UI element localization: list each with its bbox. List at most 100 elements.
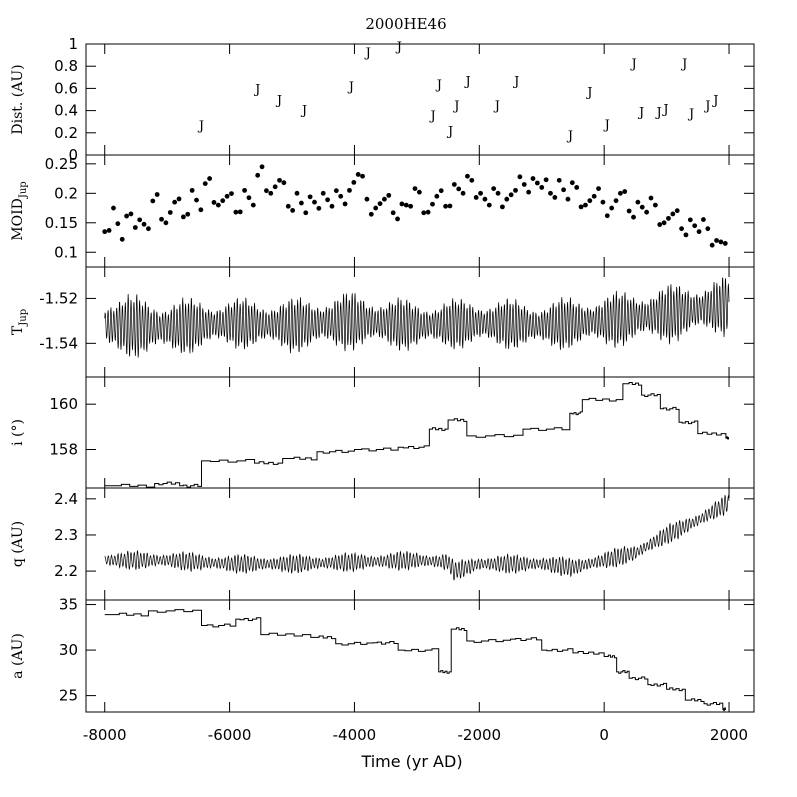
moid-point [316, 205, 322, 211]
moid-point [395, 216, 400, 222]
panel-q-ytick-label: 2.4 [54, 490, 78, 508]
moid-point [338, 193, 344, 199]
panel-moid-ytick-label: 0.2 [54, 184, 78, 202]
moid-point [399, 201, 405, 207]
moid-point [416, 189, 422, 195]
moid-point [666, 215, 671, 221]
moid-point [652, 202, 658, 208]
panel-q-ytick-label: 2.3 [54, 526, 78, 544]
moid-point [281, 180, 287, 186]
moid-point [408, 203, 414, 209]
moid-point [360, 173, 365, 179]
moid-point [421, 210, 427, 216]
moid-point [491, 186, 497, 192]
moid-point [342, 201, 348, 207]
moid-point [583, 202, 588, 208]
x-tick-label: 2000 [710, 726, 748, 744]
dist-point: J [493, 99, 500, 114]
moid-point [539, 185, 545, 190]
dist-point: J [603, 118, 610, 133]
moid-point [473, 195, 479, 200]
moid-point [119, 236, 125, 242]
moid-point [661, 220, 667, 226]
panel-dist-ytick-label: 0.6 [54, 79, 78, 97]
moid-point [722, 241, 728, 246]
moid-point [521, 182, 527, 187]
moid-point [569, 180, 575, 186]
moid-point [543, 177, 549, 183]
moid-point [430, 201, 435, 207]
moid-point [618, 190, 623, 196]
panel-inc-line [104, 381, 730, 488]
moid-point [412, 186, 418, 192]
moid-point [211, 200, 217, 205]
moid-point [604, 213, 610, 219]
moid-point [233, 209, 239, 215]
panel-dist-ytick-label: 0 [68, 146, 78, 164]
moid-point [124, 213, 129, 219]
x-tick-label: -6000 [208, 726, 252, 744]
moid-point [303, 210, 309, 216]
moid-point [329, 203, 335, 209]
panel-a-frame [85, 599, 755, 713]
moid-point [202, 181, 208, 186]
moid-point [382, 196, 387, 202]
moid-point [434, 193, 440, 199]
panel-moid-ytick-label: 0.25 [45, 155, 78, 173]
dist-point: J [395, 40, 402, 55]
moid-point [141, 221, 147, 227]
dist-point: J [711, 94, 718, 109]
moid-point [194, 197, 199, 203]
dist-point: J [585, 86, 592, 101]
panel-a-ytick-label: 25 [59, 687, 78, 705]
moid-point [224, 193, 230, 199]
moid-point [670, 211, 676, 217]
moid-point [128, 211, 134, 217]
moid-point [696, 229, 702, 235]
moid-point [626, 208, 632, 214]
moid-point [504, 196, 510, 202]
moid-point [198, 207, 204, 213]
moid-point [229, 191, 234, 197]
x-tick-label: 0 [599, 726, 609, 744]
moid-point [500, 204, 505, 210]
moid-point [508, 192, 514, 198]
moid-point [368, 211, 374, 217]
moid-point [705, 226, 711, 232]
moid-point [294, 190, 300, 196]
moid-point [159, 216, 164, 222]
x-tick-label: -4000 [333, 726, 377, 744]
dist-point: J [661, 102, 668, 117]
dist-point: J [275, 94, 282, 109]
chart-title: 2000HE46 [365, 15, 446, 33]
panel-q-line [104, 494, 730, 581]
moid-point [298, 200, 304, 206]
panel-dist-ytick-label: 1 [68, 35, 78, 53]
panel-dist-ytick-label: 0.4 [54, 102, 78, 120]
moid-point [259, 164, 265, 170]
dist-point: J [630, 57, 637, 72]
panel-moid-ytick-label: 0.1 [54, 243, 78, 261]
panel-tjup-ytick-label: -1.52 [39, 289, 78, 307]
panel-dist-ytick-label: 0.2 [54, 124, 78, 142]
moid-point [556, 177, 562, 183]
moid-point [709, 242, 715, 248]
moid-point [146, 226, 151, 232]
moid-point [714, 238, 719, 243]
moid-point [163, 220, 169, 226]
panel-dist-ytick-label: 0.8 [54, 57, 78, 75]
moid-point [250, 202, 256, 208]
panel-inc: 158 160 i (°) [10, 376, 755, 489]
panel-tjup-ytick-label: -1.54 [39, 334, 78, 352]
x-tick-label: -8000 [83, 726, 127, 744]
moid-point [718, 239, 724, 245]
dist-point: J [680, 57, 687, 72]
moid-point [530, 176, 536, 181]
dist-point: J [637, 106, 644, 121]
moid-point [478, 190, 483, 196]
moid-point [469, 177, 475, 183]
moid-point [561, 187, 566, 193]
dist-point: J [703, 99, 710, 114]
